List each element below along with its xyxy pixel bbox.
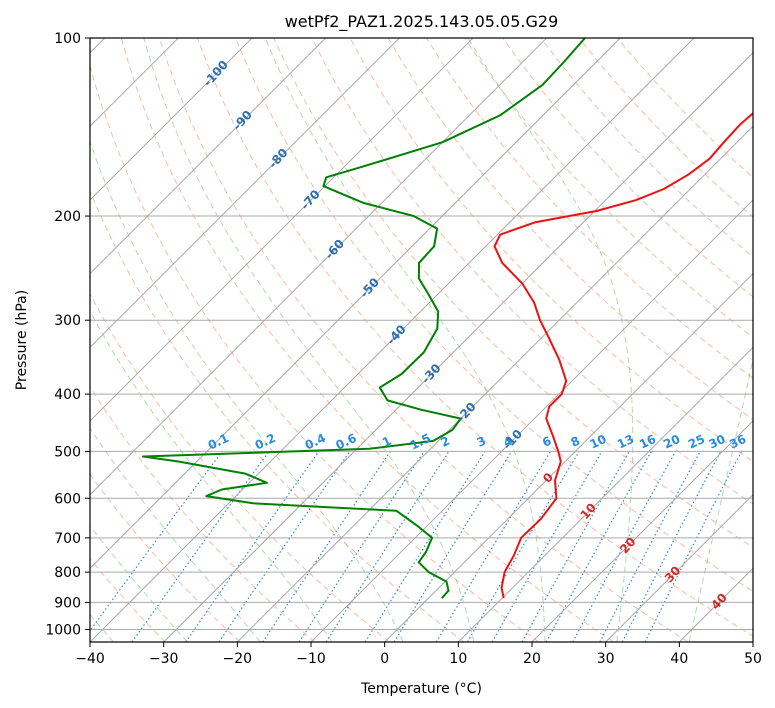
dry-adiabat-line [90, 292, 390, 642]
mixing-ratio-line [325, 451, 450, 642]
dry-adiabat-line [273, 38, 753, 548]
isobars [90, 38, 753, 630]
y-tick-label: 800 [54, 565, 81, 581]
dry-adiabat-line [387, 38, 753, 421]
dry-adiabat-line [158, 38, 689, 642]
x-tick-label: 10 [449, 651, 467, 667]
x-tick-label: 40 [670, 651, 688, 667]
y-tick-label: 900 [54, 595, 81, 611]
y-tick-label: 600 [54, 491, 81, 507]
dry-adiabat-line [90, 63, 540, 642]
isotherm-line [90, 38, 253, 201]
mixing-ratio-line [393, 451, 513, 642]
x-tick-label: −20 [223, 651, 253, 667]
isotherm-line [384, 272, 753, 642]
moist-adiabat-line [264, 38, 546, 642]
mixing-ratio-line [521, 451, 630, 642]
x-tick-label: −10 [296, 651, 326, 667]
isotherm-line [90, 38, 695, 642]
mixing-ratio-label: 16 [637, 432, 658, 452]
y-tick-label: 100 [54, 31, 81, 47]
plot-frame [89, 37, 754, 643]
moist-adiabat-line [90, 427, 261, 642]
isotherm-line [310, 199, 753, 642]
dry-adiabat-line [90, 473, 241, 642]
dry-adiabat-line [502, 38, 753, 298]
temperature-line [493, 112, 753, 599]
moist-adiabat-line [90, 310, 333, 642]
mixing-ratio-label: 30 [706, 432, 727, 452]
moist-adiabat-line [143, 38, 475, 642]
dry-adiabat-line [90, 189, 465, 642]
mixing-ratio-label: 25 [686, 432, 707, 452]
isotherm-line [531, 420, 753, 642]
moist-adiabat-line [90, 139, 404, 642]
mixing-ratio-label: 36 [727, 432, 748, 452]
dry-adiabat-line [235, 38, 753, 592]
isotherm-line [90, 38, 400, 349]
moist-adiabat-line [688, 356, 753, 642]
mixing-ratio-line [218, 451, 351, 642]
moist-adiabat-line [90, 524, 188, 642]
x-tick-label: −40 [75, 651, 105, 667]
isotherm-line [90, 38, 548, 496]
isotherm-line [457, 346, 753, 642]
dewpoint-line [141, 38, 586, 599]
x-tick-label: 0 [380, 651, 389, 667]
dry-adiabats [90, 38, 753, 642]
isotherm-line [236, 125, 753, 642]
x-axis-label: Temperature (°C) [360, 681, 482, 697]
y-tick-label: 400 [54, 387, 81, 403]
chart-title: wetPf2_PAZ1.2025.143.05.05.G29 [285, 12, 559, 32]
y-axis-ticks: 100 200 300 400 500 600 700 800 900 1000 [45, 31, 90, 638]
x-tick-label: 20 [523, 651, 541, 667]
isotherm-line [90, 38, 621, 570]
x-tick-label: −30 [149, 651, 179, 667]
mixing-ratio-line [90, 451, 223, 632]
x-tick-label: 30 [597, 651, 615, 667]
plot-area: 0.1 0.2 0.4 0.6 1 1.5 2 3 4 6 8 10 13 16 20 25 30 36-100-… [90, 38, 753, 642]
dry-adiabat-line [464, 38, 753, 338]
dry-adiabat-line [90, 385, 316, 642]
mixing-ratio-line [644, 451, 743, 642]
isotherms [90, 38, 753, 642]
mixing-ratio-line [621, 451, 722, 642]
isotherm-line [90, 38, 474, 422]
mixing-ratio-line [572, 451, 677, 642]
y-tick-label: 1000 [45, 622, 81, 638]
isotherm-line [90, 38, 327, 275]
y-tick-label: 200 [54, 209, 81, 225]
mixing-ratio-label: 10 [588, 432, 609, 452]
mixing-ratio-line [545, 451, 652, 642]
dry-adiabat-line [425, 38, 753, 379]
isotherm-line [605, 493, 753, 642]
mixing-ratio-line [185, 451, 320, 642]
y-axis-label: Pressure (hPa) [14, 290, 30, 390]
dry-adiabat-line [311, 38, 753, 505]
y-tick-label: 700 [54, 531, 81, 547]
mixing-ratio-line [298, 451, 425, 642]
mixing-ratio-label: 20 [661, 432, 682, 452]
isotherm-line [752, 641, 753, 642]
mixing-ratio-lines [90, 451, 743, 642]
x-tick-label: 50 [744, 651, 762, 667]
y-tick-label: 300 [54, 313, 81, 329]
y-tick-label: 500 [54, 444, 81, 460]
dry-adiabat-line [120, 38, 614, 642]
dry-adiabat-line [349, 38, 753, 463]
profile-lines [141, 38, 753, 599]
x-axis-ticks: −40 −30 −20 −10 0 10 20 30 40 50 [75, 642, 762, 667]
mixing-ratio-label: 13 [615, 432, 636, 452]
mixing-ratio-line [262, 451, 391, 642]
isotherm-line [163, 51, 753, 642]
